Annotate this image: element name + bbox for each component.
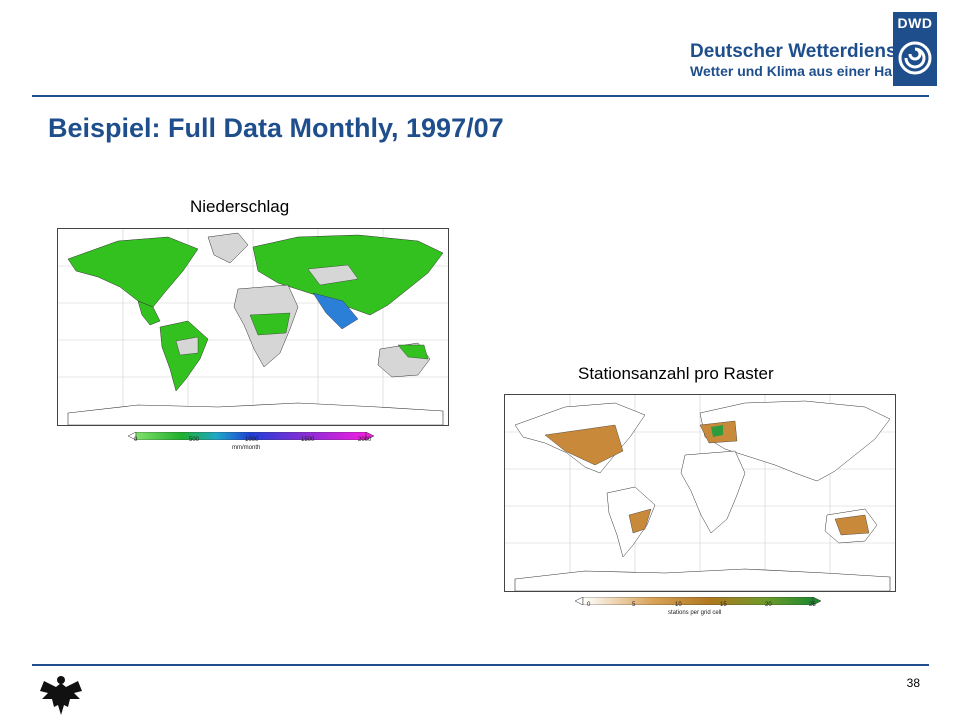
stations-map-graphic [505,395,895,591]
precipitation-map [57,228,449,426]
station-tick-2: 10 [675,602,682,608]
precip-tick-0: 0 [134,437,138,443]
brand-tagline: Wetter und Klima aus einer Hand [690,63,910,79]
precip-unit: mm/month [232,445,261,451]
precipitation-colorbar [127,427,375,441]
dwd-logo: DWD [893,12,937,86]
precipitation-map-graphic [58,229,448,425]
station-tick-4: 20 [765,602,772,608]
footer-divider [32,664,929,666]
brand-name: Deutscher Wetterdienst [690,41,903,62]
swirl-icon [898,41,932,75]
slide-title: Beispiel: Full Data Monthly, 1997/07 [48,113,504,143]
precip-tick-1: 500 [189,437,200,443]
stations-colorbar-graphic [574,596,822,606]
precipitation-caption: Niederschlag [190,197,290,216]
station-tick-5: 25 [809,602,816,608]
station-tick-0: 0 [587,602,591,608]
precip-tick-2: 1000 [245,437,259,443]
stations-colorbar [574,592,822,606]
federal-eagle-icon [40,676,82,715]
dwd-logo-text: DWD [897,15,933,31]
stations-map [504,394,896,592]
precip-tick-3: 1500 [301,437,315,443]
page-number: 38 [906,676,920,690]
station-tick-1: 5 [632,602,636,608]
header-divider [32,95,929,97]
precip-tick-4: 2000 [358,437,372,443]
stations-caption: Stationsanzahl pro Raster [578,364,774,383]
station-tick-3: 15 [720,602,727,608]
station-unit: stations per grid cell [668,610,722,616]
